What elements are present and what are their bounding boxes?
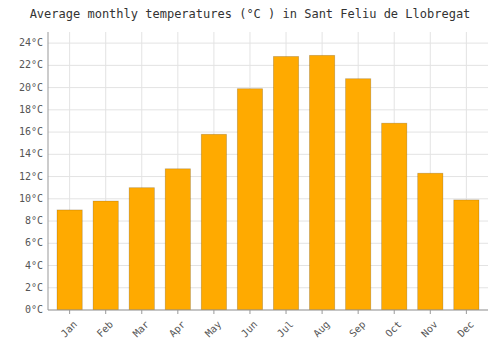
y-axis-line bbox=[48, 32, 49, 310]
y-grid-line bbox=[48, 65, 488, 66]
x-tick bbox=[249, 310, 250, 314]
y-grid-line bbox=[48, 87, 488, 88]
bar bbox=[165, 169, 190, 310]
x-tick bbox=[394, 310, 395, 314]
x-tick-label: May bbox=[203, 319, 224, 340]
bar bbox=[129, 188, 154, 310]
bar bbox=[454, 200, 479, 310]
y-grid-line bbox=[48, 310, 488, 311]
bar bbox=[93, 201, 118, 310]
y-grid-line bbox=[48, 109, 488, 110]
y-grid-line bbox=[48, 154, 488, 155]
y-tick-label: 2°C bbox=[25, 282, 43, 293]
bars bbox=[57, 55, 479, 310]
x-tick-label: Mar bbox=[131, 319, 152, 340]
bar bbox=[201, 134, 226, 310]
y-tick-label: 22°C bbox=[19, 59, 43, 70]
x-tick-label: Dec bbox=[455, 319, 476, 340]
chart-container: 0°C 2°C 4°C 6°C 8°C 10°C 12°C 14°C 16°C 18°C 20°C 2… bbox=[0, 0, 500, 350]
y-tick-label: 16°C bbox=[19, 126, 43, 137]
x-tick bbox=[105, 310, 106, 314]
x-tick bbox=[466, 310, 467, 314]
y-grid-line bbox=[48, 43, 488, 44]
bar bbox=[57, 210, 82, 310]
x-tick-label: Sep bbox=[347, 319, 368, 340]
x-tick bbox=[322, 310, 323, 314]
x-tick-label: Feb bbox=[95, 319, 116, 340]
y-tick-label: 0°C bbox=[25, 304, 43, 315]
x-tick-label: Oct bbox=[383, 319, 404, 340]
x-tick-label: Nov bbox=[419, 319, 440, 340]
grid bbox=[48, 32, 488, 310]
bar bbox=[237, 89, 262, 310]
y-tick-label: 12°C bbox=[19, 171, 43, 182]
y-tick-label: 4°C bbox=[25, 260, 43, 271]
y-grid-line bbox=[48, 132, 488, 133]
x-tick bbox=[141, 310, 142, 314]
x-tick bbox=[69, 310, 70, 314]
x-tick-label: Apr bbox=[167, 319, 188, 340]
y-tick-label: 10°C bbox=[19, 193, 43, 204]
x-axis-line bbox=[48, 310, 488, 311]
y-tick-label: 18°C bbox=[19, 104, 43, 115]
axes: 0°C 2°C 4°C 6°C 8°C 10°C 12°C 14°C 16°C 18°C 20°C 2… bbox=[19, 32, 488, 339]
x-tick bbox=[286, 310, 287, 314]
x-tick-label: Jun bbox=[239, 319, 260, 340]
y-tick-label: 6°C bbox=[25, 237, 43, 248]
x-tick bbox=[213, 310, 214, 314]
bar bbox=[309, 55, 334, 310]
y-tick-label: 8°C bbox=[25, 215, 43, 226]
bar bbox=[382, 123, 407, 310]
x-tick-label: Jan bbox=[59, 319, 80, 340]
x-tick bbox=[177, 310, 178, 314]
x-tick bbox=[358, 310, 359, 314]
chart-title: Average monthly temperatures (°C ) in Sa… bbox=[30, 7, 471, 21]
x-tick-label: Jul bbox=[275, 319, 296, 340]
bar bbox=[418, 173, 443, 310]
x-tick-label: Aug bbox=[311, 319, 332, 340]
bar bbox=[346, 79, 371, 310]
bar bbox=[273, 56, 298, 310]
chart-svg: 0°C 2°C 4°C 6°C 8°C 10°C 12°C 14°C 16°C 18°C 20°C 2… bbox=[0, 0, 500, 350]
y-tick-label: 24°C bbox=[19, 37, 43, 48]
x-tick bbox=[430, 310, 431, 314]
y-tick-label: 14°C bbox=[19, 148, 43, 159]
y-tick-label: 20°C bbox=[19, 82, 43, 93]
